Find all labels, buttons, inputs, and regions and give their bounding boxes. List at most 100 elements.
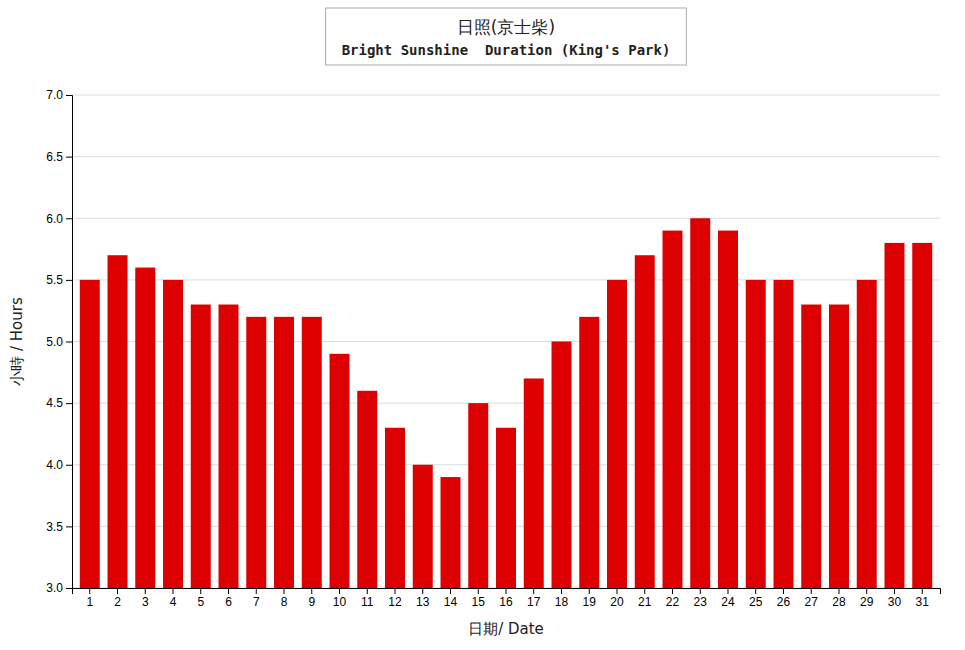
y-tick-label: 3.5 (46, 520, 63, 534)
y-tick: 6.5 (46, 150, 72, 164)
bar (774, 280, 794, 588)
y-tick: 4.5 (46, 396, 72, 410)
x-tick: 17 (527, 588, 541, 609)
x-tick-mark (533, 588, 534, 594)
bar (468, 403, 488, 588)
x-tick: 1 (86, 588, 93, 609)
x-tick-mark (783, 588, 784, 594)
bar (690, 218, 710, 588)
bar (829, 305, 849, 588)
x-tick-label: 20 (610, 595, 624, 609)
y-tick-mark (66, 280, 72, 281)
x-tick: 29 (860, 588, 874, 609)
x-tick-mark (256, 588, 257, 594)
x-tick-mark (672, 588, 673, 594)
bar (552, 342, 572, 589)
y-tick-label: 4.5 (46, 396, 63, 410)
bar (274, 317, 294, 588)
x-tick-mark (616, 588, 617, 594)
x-tick-mark (395, 588, 396, 594)
x-tick: 31 (916, 588, 930, 609)
x-tick-mark (811, 588, 812, 594)
y-tick: 4.0 (46, 458, 72, 472)
bar (441, 477, 461, 588)
x-tick-mark (506, 588, 507, 594)
y-tick: 5.5 (46, 273, 72, 287)
y-tick: 3.0 (46, 581, 72, 595)
y-tick-label: 5.0 (46, 335, 63, 349)
x-tick-mark (200, 588, 201, 594)
x-tick-label: 24 (721, 595, 735, 609)
x-tick-label: 28 (832, 595, 846, 609)
x-tick-label: 31 (916, 595, 930, 609)
bar (607, 280, 627, 588)
x-tick-mark (228, 588, 229, 594)
x-tick: 23 (694, 588, 708, 609)
x-tick: 24 (721, 588, 735, 609)
x-tick-label: 19 (583, 595, 597, 609)
x-tick-mark (727, 588, 728, 594)
bar (357, 391, 377, 588)
annotation-text: Bright Sunshine Duration (King's Park) (342, 42, 671, 58)
x-tick-mark (339, 588, 340, 594)
y-axis-line (66, 96, 73, 589)
x-tick-label: 7 (253, 595, 260, 609)
y-tick-mark (66, 95, 72, 96)
x-tick: 19 (583, 588, 597, 609)
grid-line (72, 218, 940, 219)
x-tick: 22 (666, 588, 680, 609)
y-tick-mark (66, 403, 72, 404)
x-tick: 11 (361, 588, 374, 609)
y-tick-mark (66, 157, 72, 158)
x-tick: 7 (253, 588, 260, 609)
x-tick-mark (700, 588, 701, 594)
bar (80, 280, 100, 588)
x-tick-label: 9 (308, 595, 315, 609)
x-tick: 21 (638, 588, 652, 609)
bar (718, 231, 738, 588)
y-tick: 5.0 (46, 335, 72, 349)
x-tick-label: 15 (472, 595, 486, 609)
y-tick-mark (66, 526, 72, 527)
y-axis-title: 小時 / Hours (8, 297, 26, 386)
bar (135, 268, 155, 588)
x-tick-mark (894, 588, 895, 594)
x-tick-mark (561, 588, 562, 594)
x-tick-mark (173, 588, 174, 594)
x-tick-mark (311, 588, 312, 594)
grid-line (72, 156, 940, 157)
chart-container: 1234567891011121314151617181920212223242… (0, 0, 965, 650)
x-axis-title: 日期/ Date (468, 620, 544, 638)
y-tick: 7.0 (46, 88, 72, 102)
x-tick-mark (422, 588, 423, 594)
x-tick-label: 4 (170, 595, 177, 609)
x-tick-label: 6 (225, 595, 232, 609)
x-tick-label: 18 (555, 595, 569, 609)
x-tick-mark (117, 588, 118, 594)
y-tick-label: 5.5 (46, 273, 63, 287)
y-tick-mark (66, 342, 72, 343)
x-tick-label: 3 (142, 595, 149, 609)
x-tick: 15 (472, 588, 486, 609)
x-tick: 30 (888, 588, 902, 609)
x-tick-mark (284, 588, 285, 594)
x-tick: 9 (308, 588, 315, 609)
x-tick: 4 (170, 588, 177, 609)
x-tick-label: 14 (444, 595, 458, 609)
bar (663, 231, 683, 588)
bar (330, 354, 350, 588)
grid-line (72, 95, 940, 96)
x-tick: 6 (225, 588, 232, 609)
grid-line (72, 279, 940, 280)
bar (912, 243, 932, 588)
bar (108, 255, 128, 588)
x-tick-label: 29 (860, 595, 874, 609)
y-axis: 3.03.54.04.55.05.56.06.57.0 (46, 88, 72, 595)
x-tick: 2 (114, 588, 121, 609)
x-tick: 20 (610, 588, 624, 609)
bar (163, 280, 183, 588)
x-tick-label: 27 (805, 595, 819, 609)
x-tick: 16 (499, 588, 513, 609)
y-tick-label: 6.5 (46, 150, 63, 164)
y-tick-label: 7.0 (46, 88, 63, 102)
